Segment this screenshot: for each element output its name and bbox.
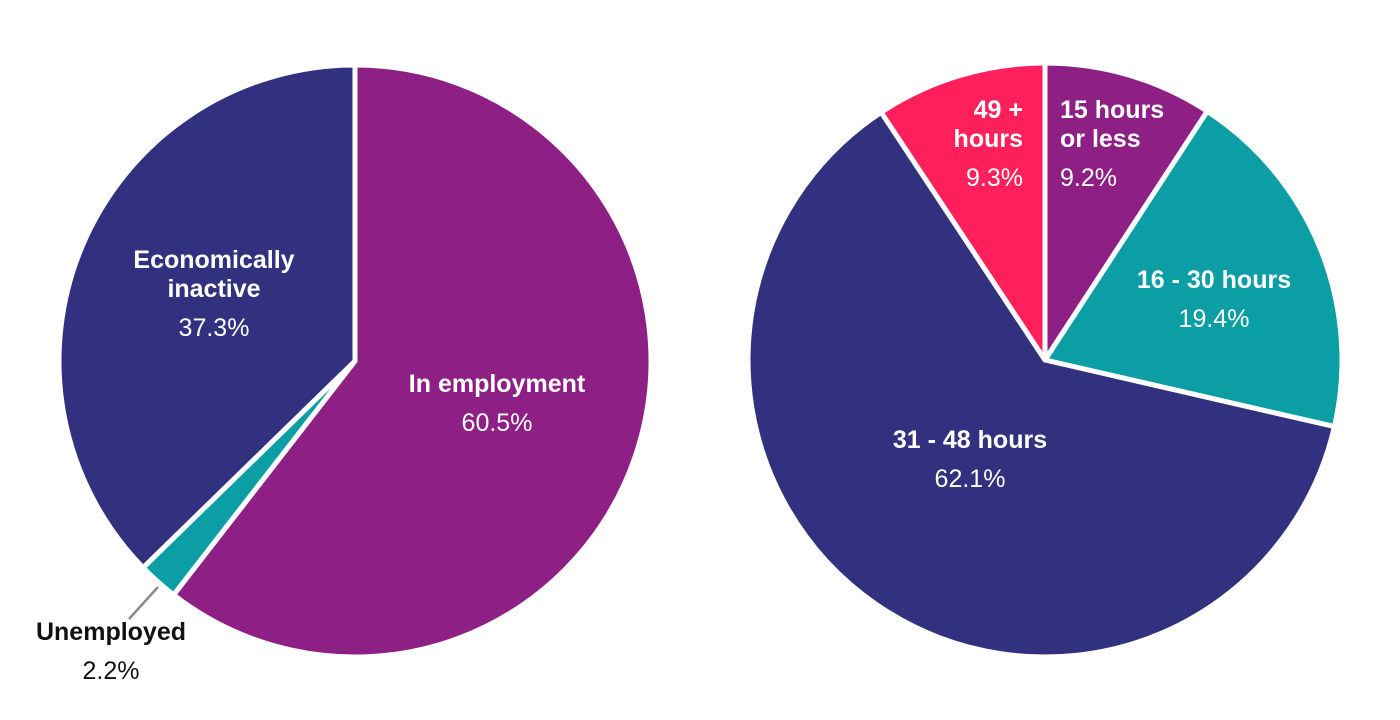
slice-name-economically-inactive-line-2: inactive [167,275,260,303]
slice-value-49-hours: 9.3% [966,164,1023,192]
pie-slice-16-30-hours [1042,108,1345,430]
slice-value-economically-inactive: 37.3% [179,314,250,342]
slice-value-15-hours-or-less: 9.2% [1060,164,1117,192]
slice-value-31-48-hours: 62.1% [935,465,1006,493]
slice-name-economically-inactive-line-1: Economically [133,246,294,274]
pie-slice-economically-inactive [56,62,358,571]
slice-label-unemployed: Unemployed 2.2% [36,618,186,685]
slice-name-15-hours-or-less-line-1: 15 hours [1060,96,1164,124]
slice-name-15-hours-or-less-line-2: or less [1060,125,1141,153]
pie-slice-in-employment [171,62,654,660]
slice-name-49-hours-line-2: hours [954,125,1023,153]
slice-value-in-employment: 60.5% [462,409,533,437]
slice-name-unemployed: Unemployed [36,618,186,646]
slice-value-unemployed: 2.2% [83,657,140,685]
pie-slice-15-hours-or-less [1042,60,1210,363]
pie-slice-31-48-hours [745,109,1337,660]
leader-line-unemployed [128,586,159,620]
slice-label-16-30-hours: 16 - 30 hours 19.4% [1137,266,1291,333]
slice-name-16-30-hours: 16 - 30 hours [1137,266,1291,294]
pie-chart-employment-status: In employment 60.5% Unemployed 2.2% Economic… [36,62,654,685]
pie-slice-49-hours [878,60,1048,363]
slice-name-in-employment: In employment [409,370,586,398]
slice-label-in-employment: In employment 60.5% [409,370,586,437]
slice-label-49-hours: 49 +hours 9.3% [954,96,1023,192]
slice-label-31-48-hours: 31 - 48 hours 62.1% [893,426,1047,493]
slice-value-16-30-hours: 19.4% [1179,305,1250,333]
slice-name-49-hours-line-1: 49 + [974,96,1023,124]
slice-name-31-48-hours: 31 - 48 hours [893,426,1047,454]
